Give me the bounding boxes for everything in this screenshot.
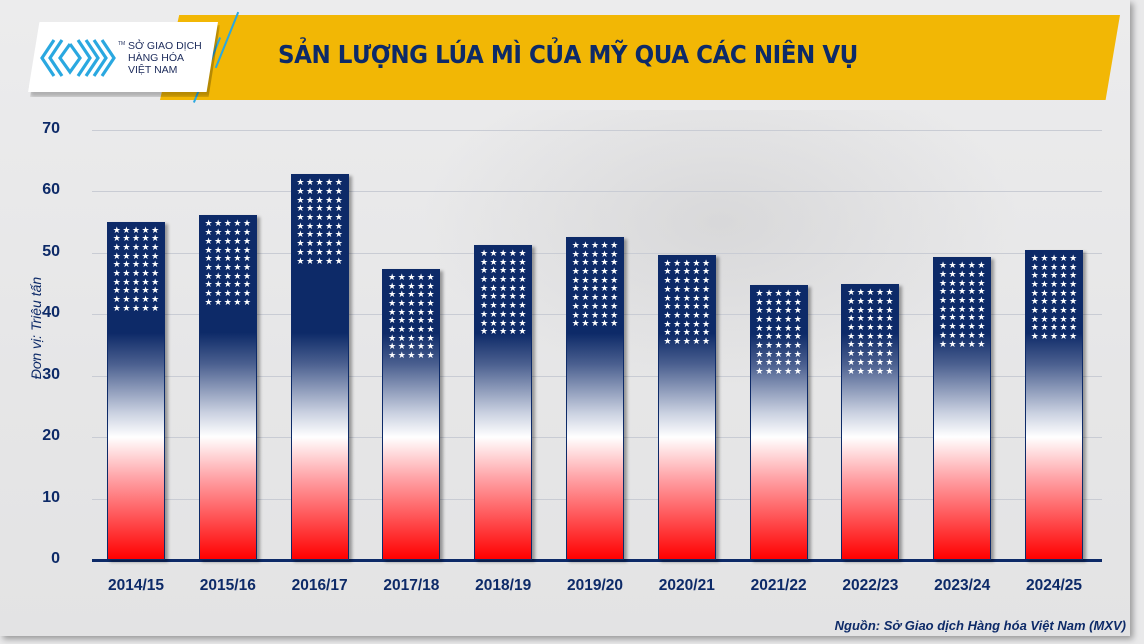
bar-fill: [750, 285, 807, 559]
stars-pattern-icon: ★ ★ ★ ★ ★ ★ ★ ★ ★ ★ ★ ★ ★ ★ ★ ★ ★ ★ ★ ★ ★ ★ ★ ★ ★ ★ ★ ★ ★ ★ ★ ★ ★ ★ ★ ★ ★ ★ ★ ★…: [479, 247, 527, 337]
y-tick-label: 60: [42, 181, 60, 199]
title-banner: [160, 15, 1120, 100]
bar-2024-25[interactable]: ★ ★ ★ ★ ★ ★ ★ ★ ★ ★ ★ ★ ★ ★ ★ ★ ★ ★ ★ ★ ★ ★ ★ ★ ★ ★ ★ ★ ★ ★ ★ ★ ★ ★ ★ ★ ★ ★ ★ ★…: [1025, 249, 1083, 560]
chart-title: SẢN LƯỢNG LÚA MÌ CỦA MỸ QUA CÁC NIÊN VỤ: [278, 40, 858, 69]
x-axis-line: [92, 559, 1102, 562]
x-tick-label: 2015/16: [199, 577, 256, 594]
mxv-logo-icon: [40, 39, 116, 77]
bar-fill: [383, 269, 440, 559]
source-note: Nguồn: Sở Giao dịch Hàng hóa Việt Nam (M…: [834, 618, 1126, 633]
x-tick-label: 2020/21: [658, 577, 715, 594]
x-tick-label: 2021/22: [750, 577, 807, 594]
bar-fill: [199, 216, 256, 559]
stars-pattern-icon: ★ ★ ★ ★ ★ ★ ★ ★ ★ ★ ★ ★ ★ ★ ★ ★ ★ ★ ★ ★ ★ ★ ★ ★ ★ ★ ★ ★ ★ ★ ★ ★ ★ ★ ★ ★ ★ ★ ★ ★…: [663, 257, 711, 347]
logo-line-2: HÀNG HÓA: [128, 52, 185, 64]
gridline: [92, 191, 1102, 193]
stars-pattern-icon: ★ ★ ★ ★ ★ ★ ★ ★ ★ ★ ★ ★ ★ ★ ★ ★ ★ ★ ★ ★ ★ ★ ★ ★ ★ ★ ★ ★ ★ ★ ★ ★ ★ ★ ★ ★ ★ ★ ★ ★…: [847, 287, 894, 376]
y-tick-label: 70: [42, 120, 60, 137]
stars-pattern-icon: ★ ★ ★ ★ ★ ★ ★ ★ ★ ★ ★ ★ ★ ★ ★ ★ ★ ★ ★ ★ ★ ★ ★ ★ ★ ★ ★ ★ ★ ★ ★ ★ ★ ★ ★ ★ ★ ★ ★ ★…: [571, 239, 619, 329]
bar-fill: [934, 258, 991, 559]
stars-pattern-icon: ★ ★ ★ ★ ★ ★ ★ ★ ★ ★ ★ ★ ★ ★ ★ ★ ★ ★ ★ ★ ★ ★ ★ ★ ★ ★ ★ ★ ★ ★ ★ ★ ★ ★ ★ ★ ★ ★ ★ ★…: [755, 287, 802, 377]
logo-text: SỞ GIAO DỊCH HÀNG HÓA VIỆT NAM: [128, 40, 202, 76]
bar-2018-19[interactable]: ★ ★ ★ ★ ★ ★ ★ ★ ★ ★ ★ ★ ★ ★ ★ ★ ★ ★ ★ ★ ★ ★ ★ ★ ★ ★ ★ ★ ★ ★ ★ ★ ★ ★ ★ ★ ★ ★ ★ ★…: [474, 244, 533, 560]
y-tick-label: 0: [51, 550, 60, 567]
stars-pattern-icon: ★ ★ ★ ★ ★ ★ ★ ★ ★ ★ ★ ★ ★ ★ ★ ★ ★ ★ ★ ★ ★ ★ ★ ★ ★ ★ ★ ★ ★ ★ ★ ★ ★ ★ ★ ★ ★ ★ ★ ★…: [938, 260, 986, 349]
x-tick-label: 2018/19: [475, 577, 532, 594]
y-tick-label: 50: [42, 242, 60, 260]
gridline: [92, 130, 1102, 131]
bar-fill: [658, 255, 715, 559]
logo-line-3: VIỆT NAM: [128, 64, 178, 76]
bar-2015-16[interactable]: ★ ★ ★ ★ ★ ★ ★ ★ ★ ★ ★ ★ ★ ★ ★ ★ ★ ★ ★ ★ ★ ★ ★ ★ ★ ★ ★ ★ ★ ★ ★ ★ ★ ★ ★ ★ ★ ★ ★ ★…: [198, 215, 257, 560]
bar-fill: [567, 237, 623, 559]
x-tick-label: 2016/17: [291, 577, 348, 594]
x-tick-label: 2023/24: [934, 577, 991, 594]
y-tick-label: 20: [42, 427, 60, 445]
x-tick-label: 2017/18: [383, 577, 440, 594]
bar-fill: [291, 175, 348, 559]
stars-pattern-icon: ★ ★ ★ ★ ★ ★ ★ ★ ★ ★ ★ ★ ★ ★ ★ ★ ★ ★ ★ ★ ★ ★ ★ ★ ★ ★ ★ ★ ★ ★ ★ ★ ★ ★ ★ ★ ★ ★ ★ ★…: [112, 224, 160, 313]
logo-trademark: TM: [118, 41, 126, 47]
bar-fill: [842, 285, 899, 559]
bar-2014-15[interactable]: ★ ★ ★ ★ ★ ★ ★ ★ ★ ★ ★ ★ ★ ★ ★ ★ ★ ★ ★ ★ ★ ★ ★ ★ ★ ★ ★ ★ ★ ★ ★ ★ ★ ★ ★ ★ ★ ★ ★ ★…: [107, 221, 165, 560]
stars-pattern-icon: ★ ★ ★ ★ ★ ★ ★ ★ ★ ★ ★ ★ ★ ★ ★ ★ ★ ★ ★ ★ ★ ★ ★ ★ ★ ★ ★ ★ ★ ★ ★ ★ ★ ★ ★ ★ ★ ★ ★ ★…: [296, 177, 343, 266]
bar-fill: [108, 222, 164, 559]
bar-2022-23[interactable]: ★ ★ ★ ★ ★ ★ ★ ★ ★ ★ ★ ★ ★ ★ ★ ★ ★ ★ ★ ★ ★ ★ ★ ★ ★ ★ ★ ★ ★ ★ ★ ★ ★ ★ ★ ★ ★ ★ ★ ★…: [841, 284, 900, 560]
x-tick-label: 2024/25: [1025, 577, 1083, 594]
bar-fill: [1026, 250, 1082, 559]
bar-2020-21[interactable]: ★ ★ ★ ★ ★ ★ ★ ★ ★ ★ ★ ★ ★ ★ ★ ★ ★ ★ ★ ★ ★ ★ ★ ★ ★ ★ ★ ★ ★ ★ ★ ★ ★ ★ ★ ★ ★ ★ ★ ★…: [657, 254, 716, 560]
x-tick-label: 2014/15: [107, 577, 165, 594]
stars-pattern-icon: ★ ★ ★ ★ ★ ★ ★ ★ ★ ★ ★ ★ ★ ★ ★ ★ ★ ★ ★ ★ ★ ★ ★ ★ ★ ★ ★ ★ ★ ★ ★ ★ ★ ★ ★ ★ ★ ★ ★ ★…: [204, 218, 252, 307]
logo-line-1: SỞ GIAO DỊCH: [128, 40, 202, 52]
bar-fill: [475, 245, 532, 559]
stars-pattern-icon: ★ ★ ★ ★ ★ ★ ★ ★ ★ ★ ★ ★ ★ ★ ★ ★ ★ ★ ★ ★ ★ ★ ★ ★ ★ ★ ★ ★ ★ ★ ★ ★ ★ ★ ★ ★ ★ ★ ★ ★…: [1030, 252, 1078, 342]
y-tick-label: 10: [42, 488, 60, 506]
x-tick-label: 2019/20: [566, 577, 624, 594]
bar-2017-18[interactable]: ★ ★ ★ ★ ★ ★ ★ ★ ★ ★ ★ ★ ★ ★ ★ ★ ★ ★ ★ ★ ★ ★ ★ ★ ★ ★ ★ ★ ★ ★ ★ ★ ★ ★ ★ ★ ★ ★ ★ ★…: [382, 268, 441, 560]
x-tick-label: 2022/23: [842, 577, 899, 594]
stars-pattern-icon: ★ ★ ★ ★ ★ ★ ★ ★ ★ ★ ★ ★ ★ ★ ★ ★ ★ ★ ★ ★ ★ ★ ★ ★ ★ ★ ★ ★ ★ ★ ★ ★ ★ ★ ★ ★ ★ ★ ★ ★…: [388, 271, 435, 361]
bar-2021-22[interactable]: ★ ★ ★ ★ ★ ★ ★ ★ ★ ★ ★ ★ ★ ★ ★ ★ ★ ★ ★ ★ ★ ★ ★ ★ ★ ★ ★ ★ ★ ★ ★ ★ ★ ★ ★ ★ ★ ★ ★ ★…: [749, 284, 808, 560]
y-tick-label: 30: [42, 365, 60, 383]
bar-2023-24[interactable]: ★ ★ ★ ★ ★ ★ ★ ★ ★ ★ ★ ★ ★ ★ ★ ★ ★ ★ ★ ★ ★ ★ ★ ★ ★ ★ ★ ★ ★ ★ ★ ★ ★ ★ ★ ★ ★ ★ ★ ★…: [933, 257, 992, 560]
bar-2016-17[interactable]: ★ ★ ★ ★ ★ ★ ★ ★ ★ ★ ★ ★ ★ ★ ★ ★ ★ ★ ★ ★ ★ ★ ★ ★ ★ ★ ★ ★ ★ ★ ★ ★ ★ ★ ★ ★ ★ ★ ★ ★…: [290, 174, 349, 560]
bar-2019-20[interactable]: ★ ★ ★ ★ ★ ★ ★ ★ ★ ★ ★ ★ ★ ★ ★ ★ ★ ★ ★ ★ ★ ★ ★ ★ ★ ★ ★ ★ ★ ★ ★ ★ ★ ★ ★ ★ ★ ★ ★ ★…: [566, 236, 624, 560]
y-tick-label: 40: [42, 304, 60, 322]
